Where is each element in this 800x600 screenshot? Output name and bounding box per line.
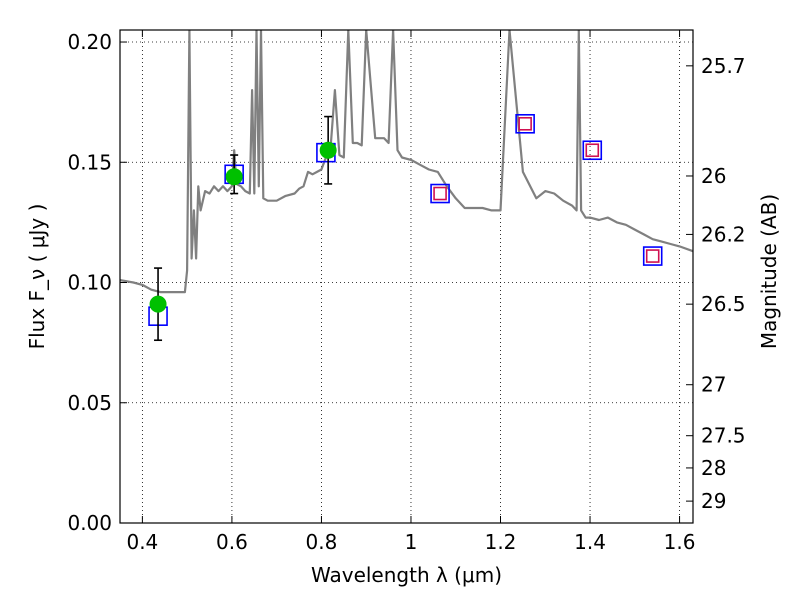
x-tick-label: 0.6 (216, 530, 248, 554)
spectrum-line (120, 30, 693, 294)
y-tick-label: 0.20 (67, 30, 112, 54)
model-flux-square (642, 246, 663, 266)
x-tick-label: 1 (405, 530, 418, 554)
grid-lines (120, 30, 693, 524)
mag-tick-label: 27 (701, 373, 726, 397)
mag-tick-label: 29 (701, 489, 726, 513)
x-tick-label: 1.6 (664, 530, 696, 554)
mag-tick-label: 25.7 (701, 54, 746, 78)
model-flux-square (582, 140, 603, 161)
x-tick-label: 0.8 (306, 530, 338, 554)
mag-tick-label: 28 (701, 456, 726, 480)
x-axis-label: Wavelength λ (μm) (311, 563, 502, 587)
predicted-flux-square (518, 116, 532, 131)
mag-tick-label: 27.5 (701, 424, 746, 448)
observed-flux-point (149, 295, 167, 313)
observed-flux-point (319, 141, 337, 159)
y-tick-label: 0.15 (67, 150, 112, 174)
axis-ticks: 0.4 0.6 0.8 1 1.2 1.4 1.6 0.00 0.05 0.10 0.15 0.20 2… (67, 30, 746, 554)
x-tick-label: 1.2 (485, 530, 517, 554)
mag-tick-label: 26.5 (701, 292, 746, 316)
right-axis-label: Magnitude (AB) (757, 194, 781, 349)
predicted-flux-square (433, 186, 447, 201)
y-axis-label: Flux F_ν ( μJy ) (25, 204, 49, 350)
model-flux-square (515, 113, 535, 134)
x-tick-label: 0.4 (126, 530, 158, 554)
plot-area (120, 30, 693, 342)
model-flux-square (430, 183, 450, 204)
mag-tick-label: 26.2 (701, 222, 746, 246)
y-tick-label: 0.10 (67, 271, 112, 295)
predicted-flux-square (645, 249, 660, 263)
mag-tick-label: 26 (701, 164, 726, 188)
plot-frame (119, 29, 694, 524)
predicted-flux-square (585, 143, 600, 158)
observed-flux-point (225, 168, 243, 186)
y-tick-label: 0.05 (67, 391, 112, 415)
x-tick-label: 1.4 (574, 530, 606, 554)
y-tick-label: 0.00 (67, 511, 112, 535)
